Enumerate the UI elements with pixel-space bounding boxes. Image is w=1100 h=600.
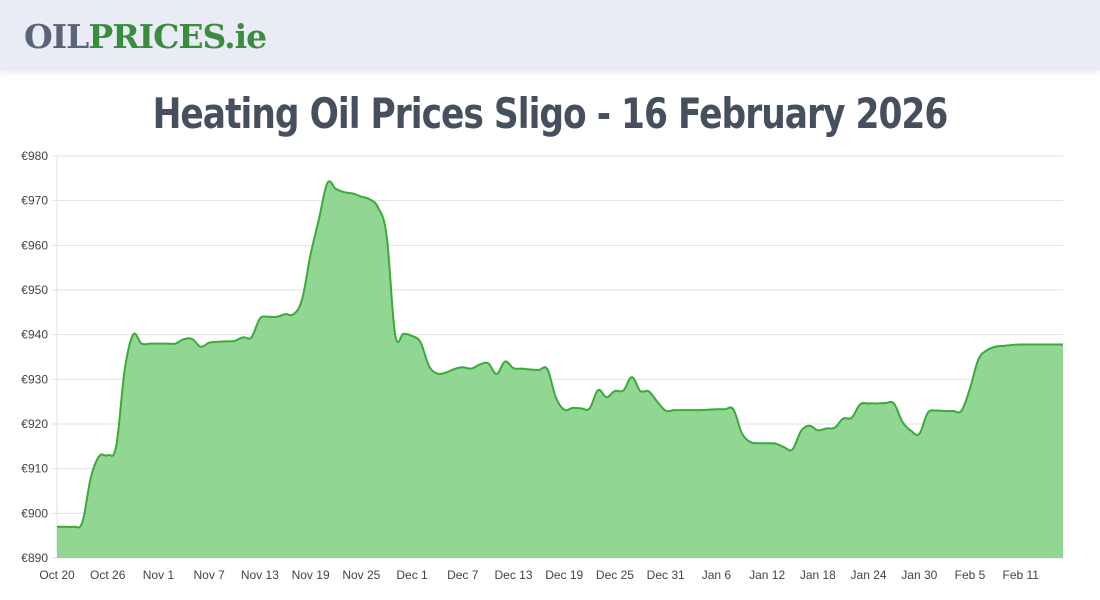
x-tick-label: Dec 7: [447, 568, 479, 582]
x-axis: Oct 20 Oct 26 Nov 1 Nov 7 Nov 13 Nov 19 Nov 25…: [39, 568, 1039, 582]
price-line[interactable]: [56, 180, 1063, 529]
x-tick-label: Jan 18: [800, 568, 836, 582]
logo-text-prices: PRICES.ie: [88, 17, 267, 56]
y-tick-label: €930: [21, 372, 48, 386]
y-tick-label: €910: [21, 462, 48, 476]
x-tick-label: Dec 25: [596, 568, 634, 582]
page-title: Heating Oil Prices Sligo - 16 February 2…: [152, 89, 949, 138]
x-tick-label: Oct 26: [90, 568, 126, 582]
x-tick-label: Dec 1: [396, 568, 428, 582]
x-tick-label: Feb 11: [1002, 568, 1039, 582]
x-tick-label: Nov 25: [342, 568, 380, 582]
x-tick-label: Feb 5: [955, 568, 986, 582]
x-tick-label: Nov 7: [193, 568, 225, 582]
logo-text-oil: OIL: [24, 17, 89, 56]
y-tick-label: €970: [21, 194, 48, 208]
site-header: OILPRICES.ie: [0, 0, 1100, 70]
y-tick-label: €920: [21, 417, 48, 431]
x-tick-label: Jan 12: [749, 568, 785, 582]
x-tick-label: Jan 24: [851, 568, 887, 582]
y-tick-label: €960: [21, 238, 48, 252]
y-tick-label: €890: [21, 551, 48, 565]
price-area: [57, 181, 1063, 558]
site-logo[interactable]: OILPRICES.ie: [24, 17, 267, 57]
y-tick-label: €940: [21, 328, 48, 342]
x-tick-label: Nov 1: [143, 568, 175, 582]
x-tick-label: Jan 30: [901, 568, 937, 582]
x-tick-label: Oct 20: [39, 568, 75, 582]
y-tick-label: €980: [21, 149, 48, 163]
x-tick-label: Nov 19: [292, 568, 330, 582]
y-axis: €890 €900 €910 €920 €930 €940 €950 €960 €970 €980: [21, 149, 48, 565]
x-tick-label: Dec 13: [494, 568, 532, 582]
x-tick-label: Dec 19: [545, 568, 583, 582]
x-tick-label: Jan 6: [702, 568, 732, 582]
x-tick-label: Nov 13: [241, 568, 279, 582]
y-tick-label: €950: [21, 283, 48, 297]
y-tick-label: €900: [21, 506, 48, 520]
x-tick-label: Dec 31: [647, 568, 685, 582]
